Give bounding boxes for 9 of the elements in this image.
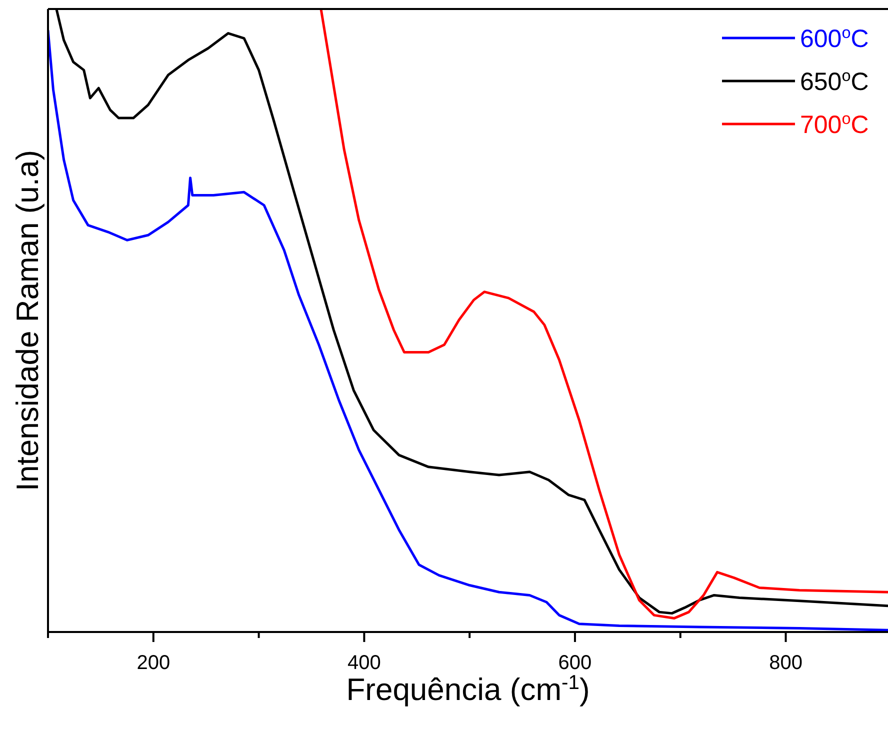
legend-label: 650$^{o}$C bbox=[800, 67, 869, 96]
x-tick-label: 800 bbox=[769, 652, 802, 674]
legend-label: 700$^{o}$C bbox=[800, 110, 869, 139]
x-tick-label: 200 bbox=[136, 652, 170, 674]
y-axis-title: Intensidade Raman (u.a) bbox=[10, 150, 45, 492]
legend-label: 600$^{o}$C bbox=[800, 24, 869, 53]
x-tick-label: 400 bbox=[348, 652, 381, 674]
x-axis-title: Frequência (cm$^{-1}$) bbox=[346, 672, 590, 707]
x-tick-label: 600 bbox=[558, 652, 592, 674]
